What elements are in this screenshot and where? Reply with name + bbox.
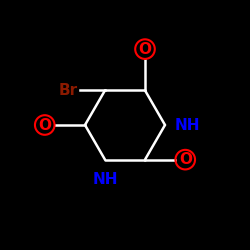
Text: O: O [138,42,151,56]
Text: Br: Br [58,83,78,98]
Text: O: O [38,118,51,132]
Text: NH: NH [175,118,201,132]
Text: NH: NH [92,172,118,187]
Text: O: O [179,152,192,167]
